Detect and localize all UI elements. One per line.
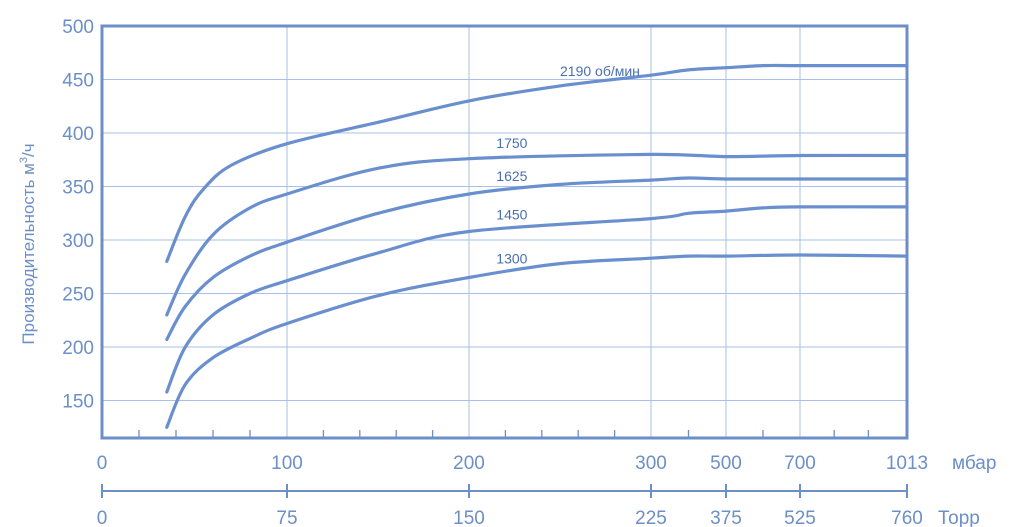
y-tick-label: 200	[62, 338, 94, 359]
y-axis-title-sup: 3	[18, 157, 30, 163]
x-mbar-tick-label: 0	[97, 453, 108, 474]
x-mbar-tick-label: 700	[784, 453, 816, 474]
series-label-1300: 1300	[496, 250, 527, 266]
x-axis-torr: 0 75 150 225 375 525 760	[97, 484, 923, 527]
y-tick-label: 450	[62, 71, 94, 92]
series-line-1750	[165, 152, 909, 317]
series-line-2190	[165, 63, 909, 263]
plot-frame	[100, 24, 909, 440]
x-mbar-tick-label: 500	[710, 453, 742, 474]
series-label-1450: 1450	[496, 207, 527, 223]
x-torr-tick-label: 225	[635, 508, 667, 527]
series-line-1625	[165, 176, 909, 342]
y-axis-title-suffix: /ч	[19, 143, 38, 157]
series-labels: 2190 об/мин 1750 1625 1450 1300	[496, 63, 640, 266]
y-tick-label: 250	[62, 285, 94, 306]
y-tick-label: 500	[62, 17, 94, 38]
x-mbar-tick-label: 100	[271, 453, 303, 474]
x-torr-tick-label: 0	[97, 508, 108, 527]
y-axis-ticks: 150 200 250 300 350 400 450 500	[62, 17, 94, 413]
grid	[102, 25, 907, 438]
y-axis-title-text: Производительность м	[19, 163, 38, 344]
x-torr-tick-label: 75	[276, 508, 297, 527]
x-axis-mbar-ticks: 0 100 200 300 500 700 1013	[97, 453, 928, 474]
y-axis-title: Производительность м3/ч	[18, 143, 38, 344]
x-torr-tick-label: 150	[453, 508, 485, 527]
x-torr-tick-label: 525	[784, 508, 816, 527]
series-label-2190: 2190 об/мин	[560, 63, 640, 79]
x-mbar-tick-label: 200	[453, 453, 485, 474]
series-line-1450	[165, 205, 909, 394]
x-axis-mbar-unit: мбар	[952, 453, 996, 474]
series-layer	[165, 63, 909, 429]
series-label-1750: 1750	[496, 135, 527, 151]
y-tick-label: 150	[62, 392, 94, 413]
minor-ticks	[138, 430, 870, 438]
y-tick-label: 300	[62, 231, 94, 252]
x-torr-tick-label: 375	[710, 508, 742, 527]
x-mbar-tick-label: 300	[635, 453, 667, 474]
x-torr-tick-label: 760	[891, 508, 923, 527]
series-line-1300	[165, 253, 909, 429]
series-label-1625: 1625	[496, 168, 527, 184]
y-tick-label: 350	[62, 178, 94, 199]
x-mbar-tick-label: 1013	[886, 453, 928, 474]
x-axis-torr-unit: Торр	[938, 508, 980, 527]
y-tick-label: 400	[62, 124, 94, 145]
